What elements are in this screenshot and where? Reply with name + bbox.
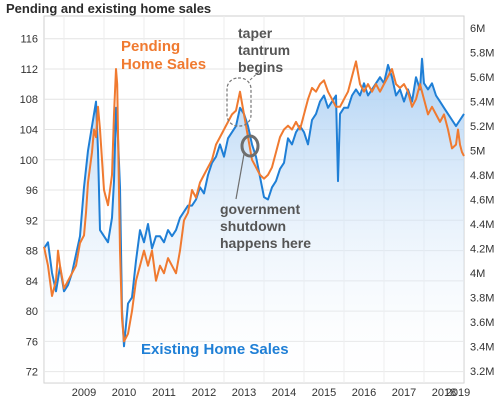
existing-sales-area (44, 58, 464, 384)
x-tick-7: 2016 (352, 387, 376, 399)
y-right-tick-13: 5.8M (470, 48, 494, 60)
taper-label-line2: tantrum (238, 42, 290, 58)
x-tick-1: 2010 (112, 387, 136, 399)
pending-sales-line (43, 60, 465, 343)
taper-highlight-box (226, 77, 252, 127)
y-left-tick-9: 108 (20, 94, 38, 106)
y-left-tick-8: 104 (20, 125, 38, 137)
y-left-tick-2: 80 (26, 306, 38, 318)
x-tick-4: 2013 (232, 387, 256, 399)
pending-label-line1: Pending (121, 38, 180, 55)
y-right-tick-11: 5.4M (470, 97, 494, 109)
y-axis-right: 3.2M 3.4M 3.6M 3.8M 4M 4.2M 4.4M 4.6M 4.8M 5M 5.2M… (470, 23, 494, 378)
existing-label: Existing Home Sales (141, 341, 289, 358)
y-right-tick-2: 3.6M (470, 317, 494, 329)
shutdown-label-line1: government (220, 201, 300, 217)
y-right-tick-4: 4M (470, 268, 485, 280)
x-tick-6: 2015 (312, 387, 336, 399)
y-left-tick-3: 84 (26, 276, 38, 288)
x-tick-3: 2012 (192, 387, 216, 399)
existing-sales-line (43, 57, 465, 348)
y-axis-left: 72 76 80 84 88 92 96 100 104 108 112 116 (20, 34, 38, 379)
x-tick-2: 2011 (152, 387, 176, 399)
x-tick-10: 2019 (446, 387, 470, 399)
y-left-tick-5: 92 (26, 215, 38, 227)
y-left-tick-4: 88 (26, 246, 38, 258)
shutdown-label-line3: happens here (220, 235, 311, 251)
taper-label-line3: begins (238, 59, 283, 75)
y-right-tick-6: 4.4M (470, 219, 494, 231)
taper-connector (249, 68, 263, 81)
shutdown-label-line2: shutdown (220, 218, 286, 234)
y-left-tick-1: 76 (26, 336, 38, 348)
x-axis: 2009 2010 2011 2012 2013 2014 2015 2016 2017 2018… (72, 387, 470, 399)
y-left-tick-0: 72 (26, 367, 38, 379)
x-tick-0: 2009 (72, 387, 96, 399)
y-left-tick-10: 112 (20, 64, 38, 76)
y-right-tick-10: 5.2M (470, 121, 494, 133)
y-right-tick-1: 3.4M (470, 341, 494, 353)
y-right-tick-3: 3.8M (470, 292, 494, 304)
y-right-tick-5: 4.2M (470, 243, 494, 255)
x-tick-5: 2014 (272, 387, 296, 399)
shutdown-highlight-ring (240, 134, 260, 158)
y-right-tick-9: 5M (470, 146, 485, 158)
x-tick-8: 2017 (392, 387, 416, 399)
x-tick-9: 2018 (432, 387, 456, 399)
y-left-tick-7: 100 (20, 155, 38, 167)
y-right-tick-8: 4.8M (470, 170, 494, 182)
y-right-tick-7: 4.6M (470, 195, 494, 207)
y-right-tick-12: 5.6M (470, 72, 494, 84)
y-left-tick-6: 96 (26, 185, 38, 197)
pending-label-line2: Home Sales (121, 56, 206, 73)
y-right-tick-14: 6M (470, 23, 485, 35)
y-right-tick-0: 3.2M (470, 366, 494, 378)
shutdown-connector (235, 153, 245, 200)
y-left-tick-11: 116 (20, 34, 38, 46)
chart-title: Pending and existing home sales (6, 1, 212, 16)
taper-label-line1: taper (238, 25, 273, 41)
